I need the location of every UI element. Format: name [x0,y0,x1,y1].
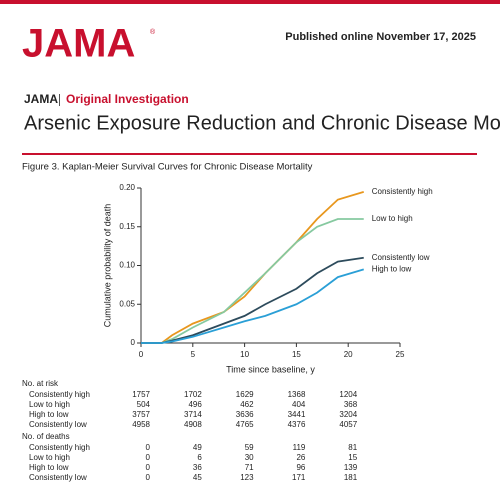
table-title: No. of deaths [22,432,70,441]
curve [141,191,364,344]
table-cell: 81 [348,443,357,452]
table-cell: 30 [245,453,254,462]
table-cell: 3757 [132,410,150,419]
table-cell: 119 [293,443,306,452]
table-cell: 15 [348,453,357,462]
table-row-label: Low to high [29,400,70,409]
section: Original Investigation [66,92,189,106]
table-cell: 368 [344,400,358,409]
table-row-label: Consistently high [29,443,90,452]
table-cell: 0 [146,453,151,462]
table-cell: 45 [193,473,202,482]
top-bar [0,0,500,4]
x-tick-label: 5 [191,350,196,359]
table-cell: 1629 [236,390,254,399]
table-cell: 1368 [288,390,306,399]
table-cell: 0 [146,473,151,482]
table-cell: 49 [193,443,202,452]
table-row-label: High to low [29,410,69,419]
table-cell: 404 [292,400,306,409]
logo: JAMA [22,22,135,66]
table-cell: 6 [197,453,202,462]
table-cell: 139 [344,463,358,472]
x-tick-label: 15 [292,350,301,359]
y-tick-label: 0.05 [119,299,135,308]
table-cell: 36 [193,463,202,472]
table-row-label: Consistently high [29,390,90,399]
table-cell: 4057 [339,420,357,429]
table-cell: 462 [240,400,254,409]
table-cell: 4376 [288,420,306,429]
y-tick-label: 0.15 [119,222,135,231]
curve [141,268,364,344]
chart: 0 0.05 0.10 0.15 0.20 0 5 10 15 20 25 Time since ba… [22,183,433,482]
x-tick-label: 25 [396,350,405,359]
curve [141,218,364,344]
table-row-label: Low to high [29,453,70,462]
table-cell: 496 [188,400,202,409]
table-cell: 59 [245,443,254,452]
table-cell: 26 [296,453,305,462]
series-label: Consistently high [372,187,433,196]
table-title: No. at risk [22,379,59,388]
table-row-label: Consistently low [29,420,87,429]
x-axis-label: Time since baseline, y [226,364,315,374]
series-label: Consistently low [372,253,430,262]
table-cell: 504 [137,400,151,409]
y-tick-label: 0.10 [119,261,135,270]
x-tick-label: 10 [240,350,249,359]
table-cell: 4765 [236,420,254,429]
y-axis-label: Cumulative probability of death [102,204,112,328]
journal: JAMA [24,92,58,106]
title: Arsenic Exposure Reduction and Chronic D… [24,112,500,134]
table-cell: 3204 [339,410,357,419]
series-label: High to low [372,264,412,273]
table-row-label: Consistently low [29,473,87,482]
figure-caption: Figure 3. Kaplan-Meier Survival Curves f… [22,162,313,173]
series-label: Low to high [372,214,413,223]
table-cell: 181 [344,473,358,482]
table-cell: 171 [292,473,306,482]
published: Published online November 17, 2025 [285,31,476,43]
table-cell: 4958 [132,420,150,429]
table-cell: 3636 [236,410,254,419]
table-cell: 0 [146,443,151,452]
x-tick-label: 0 [139,350,144,359]
table-cell: 0 [146,463,151,472]
x-tick-label: 20 [344,350,353,359]
logo-mark: ® [150,28,156,36]
table-row-label: High to low [29,463,69,472]
curve [141,256,364,344]
table-cell: 3441 [288,410,306,419]
table-cell: 4908 [184,420,202,429]
table-cell: 71 [245,463,254,472]
table-cell: 1702 [184,390,202,399]
table-cell: 3714 [184,410,202,419]
y-tick-label: 0.20 [119,183,135,192]
table-cell: 123 [240,473,254,482]
table-cell: 1757 [132,390,150,399]
table-cell: 96 [296,463,305,472]
rule [22,153,477,155]
table-cell: 1204 [339,390,357,399]
y-tick-label: 0 [131,338,136,347]
